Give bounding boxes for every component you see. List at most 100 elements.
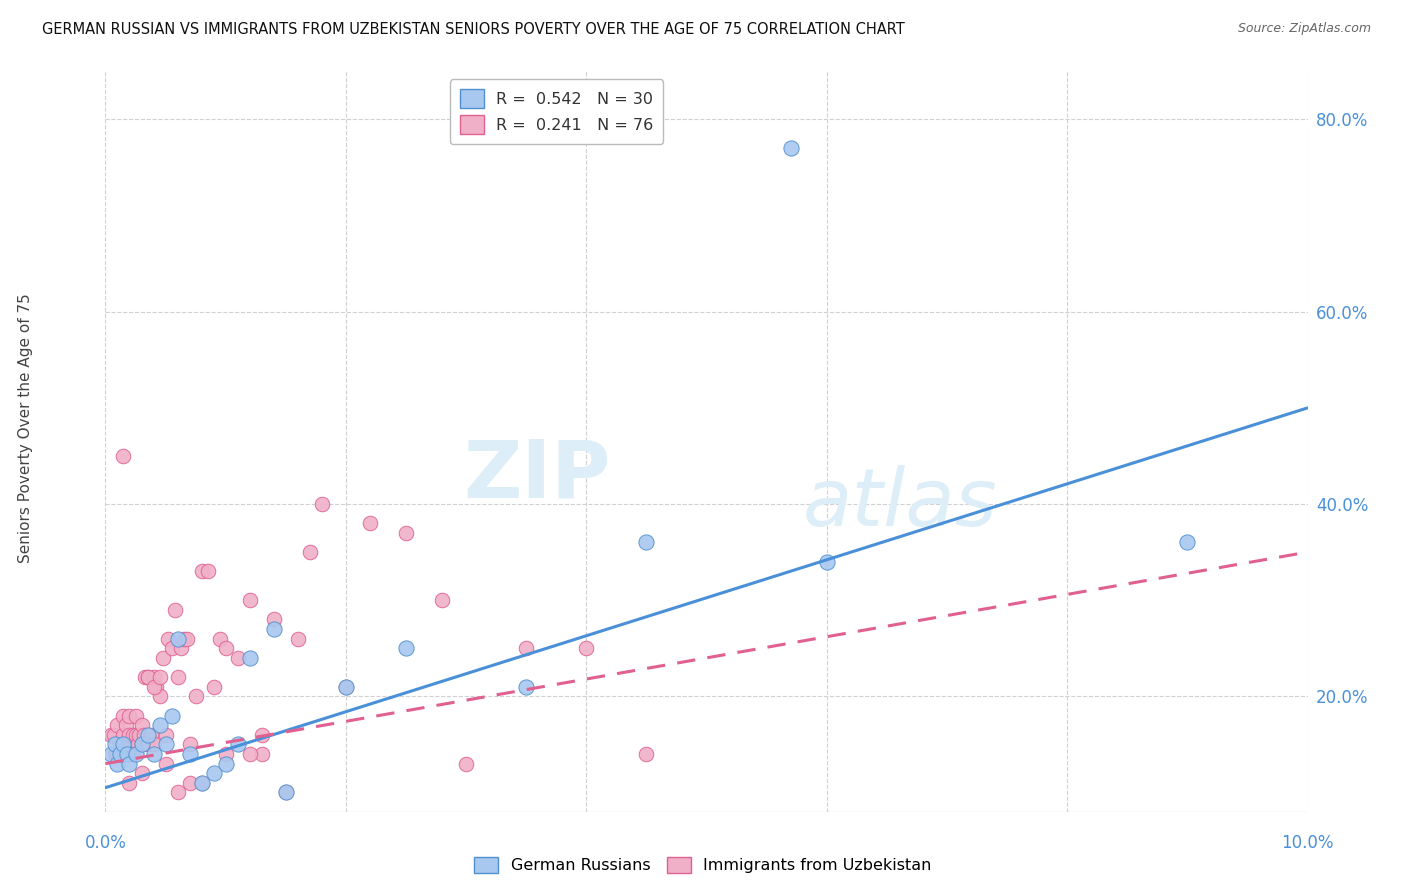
Text: 0.0%: 0.0% <box>84 834 127 852</box>
Point <box>250 747 273 761</box>
Point <box>103 728 125 742</box>
Point <box>118 756 141 771</box>
Point <box>166 670 188 684</box>
Point <box>136 728 159 742</box>
Point <box>100 728 122 742</box>
Point <box>226 651 249 665</box>
Point <box>142 738 165 752</box>
Point <box>395 525 418 540</box>
Point <box>1175 535 1198 549</box>
Point <box>173 632 195 646</box>
Point <box>156 632 179 646</box>
Point <box>179 747 201 761</box>
Point <box>202 680 225 694</box>
Point <box>107 756 129 771</box>
Point <box>131 738 153 752</box>
Point <box>311 497 333 511</box>
Point <box>142 680 165 694</box>
Point <box>127 738 149 752</box>
Point <box>720 843 742 857</box>
Point <box>166 632 188 646</box>
Point <box>115 738 138 752</box>
Point <box>456 756 478 771</box>
Point <box>636 747 658 761</box>
Point <box>250 728 273 742</box>
Point <box>139 728 162 742</box>
Text: atlas: atlas <box>803 465 997 543</box>
Point <box>430 593 453 607</box>
Point <box>112 449 135 463</box>
Point <box>208 632 231 646</box>
Point <box>239 593 262 607</box>
Point <box>131 738 153 752</box>
Point <box>118 728 141 742</box>
Text: Source: ZipAtlas.com: Source: ZipAtlas.com <box>1237 22 1371 36</box>
Point <box>118 776 141 790</box>
Point <box>104 738 127 752</box>
Legend: German Russians, Immigrants from Uzbekistan: German Russians, Immigrants from Uzbekis… <box>468 850 938 880</box>
Point <box>395 641 418 656</box>
Point <box>124 728 146 742</box>
Point <box>166 785 188 799</box>
Point <box>107 747 129 761</box>
Point <box>335 680 357 694</box>
Point <box>121 747 143 761</box>
Point <box>176 632 198 646</box>
Point <box>136 670 159 684</box>
Point <box>124 747 146 761</box>
Point <box>134 670 156 684</box>
Point <box>298 545 321 559</box>
Point <box>239 651 262 665</box>
Point <box>110 747 132 761</box>
Point <box>107 718 129 732</box>
Point <box>108 747 131 761</box>
Point <box>124 708 146 723</box>
Point <box>779 141 801 155</box>
Point <box>636 535 658 549</box>
Point <box>815 555 838 569</box>
Point <box>148 670 170 684</box>
Point <box>190 776 212 790</box>
Point <box>115 718 138 732</box>
Point <box>335 680 357 694</box>
Point <box>165 603 187 617</box>
Point <box>131 766 153 780</box>
Point <box>112 728 135 742</box>
Point <box>112 708 135 723</box>
Point <box>112 738 135 752</box>
Point <box>226 738 249 752</box>
Point <box>132 728 155 742</box>
Point <box>131 718 153 732</box>
Point <box>118 708 141 723</box>
Point <box>184 690 207 704</box>
Point <box>515 641 537 656</box>
Point <box>575 641 598 656</box>
Point <box>108 738 131 752</box>
Point <box>214 756 236 771</box>
Point <box>359 516 381 531</box>
Point <box>190 565 212 579</box>
Point <box>100 747 122 761</box>
Point <box>274 785 297 799</box>
Point <box>155 756 177 771</box>
Point <box>214 641 236 656</box>
Text: 10.0%: 10.0% <box>1281 834 1334 852</box>
Point <box>160 708 183 723</box>
Text: GERMAN RUSSIAN VS IMMIGRANTS FROM UZBEKISTAN SENIORS POVERTY OVER THE AGE OF 75 : GERMAN RUSSIAN VS IMMIGRANTS FROM UZBEKI… <box>42 22 905 37</box>
Point <box>274 785 297 799</box>
Text: ZIP: ZIP <box>463 436 610 514</box>
Point <box>287 632 309 646</box>
Point <box>263 612 285 626</box>
Point <box>190 776 212 790</box>
Point <box>128 728 150 742</box>
Point <box>145 680 167 694</box>
Point <box>136 670 159 684</box>
Point <box>148 718 170 732</box>
Point <box>122 728 145 742</box>
Point <box>239 747 262 761</box>
Point <box>155 728 177 742</box>
Point <box>136 738 159 752</box>
Point <box>115 747 138 761</box>
Point <box>148 690 170 704</box>
Text: Seniors Poverty Over the Age of 75: Seniors Poverty Over the Age of 75 <box>18 293 32 563</box>
